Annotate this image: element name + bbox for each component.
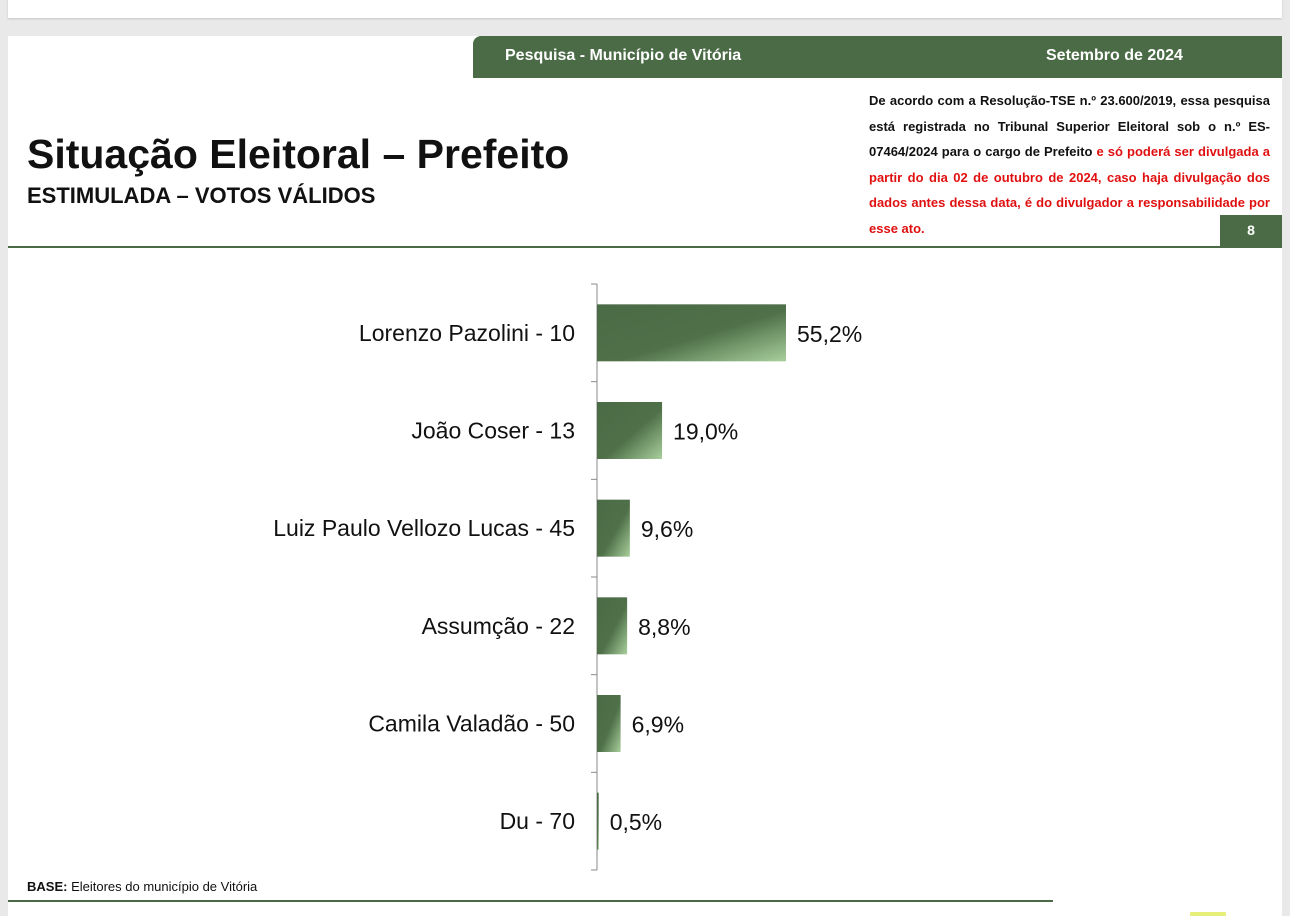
base-note: BASE: Eleitores do município de Vitória bbox=[27, 879, 257, 894]
value-label: 19,0% bbox=[673, 419, 738, 445]
category-label: Du - 70 bbox=[500, 808, 575, 834]
category-label: João Coser - 13 bbox=[411, 418, 575, 444]
date-label: Setembro de 2024 bbox=[1046, 47, 1183, 64]
base-label: BASE: bbox=[27, 879, 68, 894]
value-label: 0,5% bbox=[610, 809, 662, 835]
bar bbox=[597, 695, 621, 752]
value-label: 6,9% bbox=[632, 712, 684, 738]
base-text: Eleitores do município de Vitória bbox=[67, 879, 258, 894]
page-number: 8 bbox=[1220, 215, 1282, 246]
page-subtitle: ESTIMULADA – VOTOS VÁLIDOS bbox=[27, 183, 376, 208]
survey-label: Pesquisa - Município de Vitória bbox=[505, 47, 742, 64]
value-label: 55,2% bbox=[797, 321, 862, 347]
header-bar: Pesquisa - Município de Vitória Setembro… bbox=[473, 36, 1282, 78]
footer-divider bbox=[8, 900, 1053, 902]
category-label: Luiz Paulo Vellozo Lucas - 45 bbox=[273, 515, 575, 541]
slide: Pesquisa - Município de Vitória Setembro… bbox=[8, 36, 1282, 916]
category-label: Lorenzo Pazolini - 10 bbox=[359, 320, 575, 346]
bar bbox=[597, 304, 786, 362]
bar-chart: Lorenzo Pazolini - 10 55,2% João Coser - 1… bbox=[273, 283, 862, 871]
notice-text: De acordo com a Resolução-TSE n.º 23.600… bbox=[869, 93, 1270, 159]
bar bbox=[597, 499, 630, 557]
bar bbox=[597, 792, 599, 850]
value-label: 9,6% bbox=[641, 516, 693, 542]
bar bbox=[597, 402, 663, 459]
category-label: Assumção - 22 bbox=[422, 613, 575, 639]
notice-warning-text: e só poderá ser divulgada a partir do di… bbox=[869, 144, 1270, 236]
value-label: 8,8% bbox=[638, 614, 690, 640]
registration-notice: De acordo com a Resolução-TSE n.º 23.600… bbox=[869, 88, 1270, 241]
header-divider bbox=[8, 246, 1282, 248]
page-title: Situação Eleitoral – Prefeito bbox=[27, 131, 570, 177]
corner-mark bbox=[1190, 912, 1226, 916]
bar bbox=[597, 597, 628, 655]
category-label: Camila Valadão - 50 bbox=[368, 711, 575, 737]
previous-page-edge bbox=[8, 0, 1282, 18]
